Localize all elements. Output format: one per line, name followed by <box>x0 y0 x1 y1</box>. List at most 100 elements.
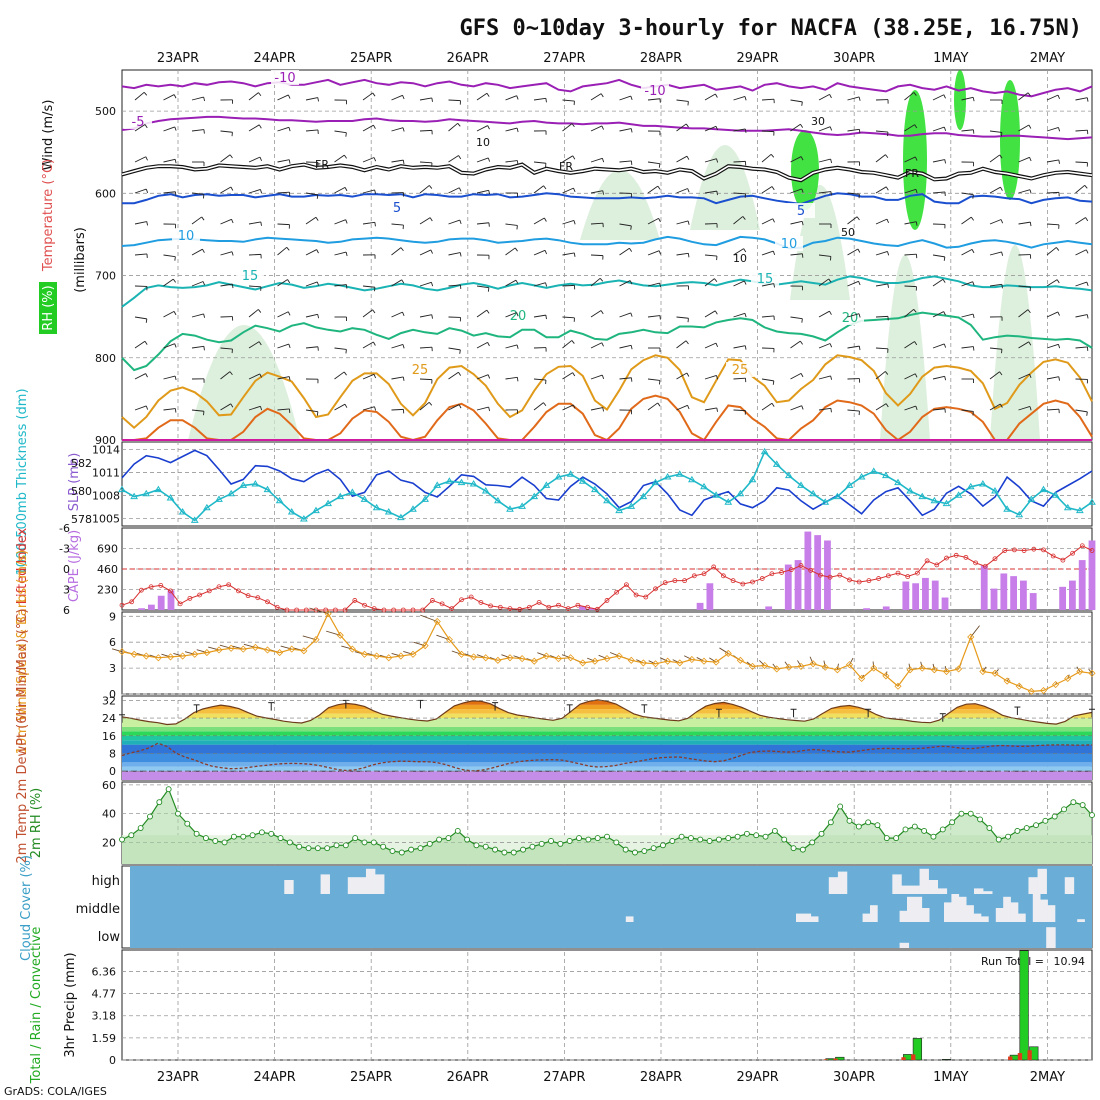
cloud-level-label: middle <box>76 902 120 917</box>
lifted-index-marker <box>274 604 280 610</box>
rh-marker <box>361 839 368 846</box>
wind-barb <box>904 405 916 411</box>
precip-rain-bar <box>1017 1053 1023 1060</box>
rh-marker <box>277 835 284 842</box>
bottom-date-label: 30APR <box>833 1070 875 1085</box>
wind-barb <box>676 155 688 163</box>
freezing-label: FR <box>315 158 329 171</box>
wind-barb-flag <box>287 311 291 316</box>
wind-barb <box>619 247 630 256</box>
cape-label: CAPE (J/kg) <box>67 530 82 602</box>
cloud-middle-cell <box>1077 919 1085 922</box>
rh-marker <box>202 835 209 842</box>
cape-bar <box>902 581 910 610</box>
wind-barb-flag <box>1027 92 1031 97</box>
wind-barb <box>220 218 232 225</box>
thickness-marker <box>845 481 854 488</box>
isotherm-25 <box>121 354 1093 430</box>
wind-barb <box>704 278 715 287</box>
lifted-index-marker <box>119 602 125 608</box>
wind-barb-flag <box>744 128 747 133</box>
wind-barb <box>163 158 176 163</box>
wind-barb <box>847 128 860 132</box>
lifted-index-marker <box>992 556 998 562</box>
temp-tick-label: 32 <box>102 694 116 707</box>
wind-barb <box>1018 341 1030 349</box>
lifted-index-marker <box>235 588 241 594</box>
rh-marker <box>576 835 582 842</box>
wind-barb-flag <box>257 309 262 313</box>
wind-barb <box>818 93 830 101</box>
rh-tick-label: 20 <box>102 836 116 849</box>
wind-barb-flag <box>657 402 661 407</box>
wind-barb <box>932 408 945 411</box>
wind-barb-flag <box>174 126 177 131</box>
wind-barb-flag <box>602 190 604 195</box>
thickness-marker <box>202 503 211 511</box>
wind-barb <box>448 122 458 132</box>
precip-tick-label: 0 <box>109 1054 116 1067</box>
wind10m-marker <box>676 659 684 667</box>
wind-barb <box>619 344 632 349</box>
wind10m-marker <box>154 654 162 662</box>
top-date-label: 29APR <box>736 51 778 66</box>
lifted-index-marker <box>614 589 620 595</box>
wind-barb <box>676 372 688 380</box>
wind10m-label: 10m Wind Speed & Barbs (m/s) <box>15 550 30 755</box>
thickness-marker <box>833 492 842 500</box>
wind-barb <box>875 347 889 350</box>
wind-barb-flag <box>571 340 575 344</box>
lifted-index-marker <box>313 607 319 613</box>
rh-legend-swatch <box>39 282 57 334</box>
wind-barb-flag <box>487 125 490 130</box>
rh-marker <box>986 825 993 831</box>
wind-barb <box>704 375 717 380</box>
wind-barb-flag <box>799 340 803 345</box>
wind-barb <box>362 92 373 101</box>
rh-marker <box>939 826 946 833</box>
wind-barb <box>761 402 773 411</box>
rh-high-blob <box>1000 80 1020 200</box>
wind-barb <box>562 187 574 194</box>
cape-bar <box>922 577 929 610</box>
wind-barb <box>448 371 459 380</box>
thickness-marker <box>663 473 672 480</box>
wind-barb <box>647 250 660 256</box>
bottom-date-label: 24APR <box>253 1070 295 1085</box>
wind10m-barb <box>208 646 220 651</box>
cloud-high-cell <box>892 874 902 894</box>
wind-barb <box>248 373 261 380</box>
top-date-label: 28APR <box>640 51 682 66</box>
wind10m-marker <box>312 636 320 644</box>
wind-barb-flag <box>771 403 775 407</box>
wind-barb <box>305 216 317 225</box>
wind-barb-flag <box>1000 186 1003 191</box>
isotherm-label: 5 <box>393 201 401 216</box>
wind-barb-flag <box>229 371 233 376</box>
rh-marker <box>566 838 573 844</box>
wind-barb <box>391 311 403 318</box>
wind-barb <box>1046 127 1059 132</box>
wind-barb-flag <box>685 123 689 128</box>
cloud-level-label: low <box>98 930 121 945</box>
wind-barb <box>989 403 1001 411</box>
thickness-marker <box>312 506 320 514</box>
lifted-index-line <box>121 545 1093 611</box>
wind10m-marker <box>748 662 757 670</box>
rh-marker <box>1014 827 1021 834</box>
wind-barb-flag <box>602 407 605 412</box>
thickness-marker <box>1075 506 1084 514</box>
wind-barb-flag <box>145 156 148 161</box>
wind-barb <box>533 185 544 194</box>
lifted-index-marker <box>177 601 183 607</box>
lifted-index-marker <box>759 576 765 581</box>
rh-marker <box>147 813 153 820</box>
wind-barb <box>1075 97 1088 101</box>
wind-barb-flag <box>400 247 404 252</box>
wind10m-marker <box>421 642 429 650</box>
thickness-marker <box>130 492 139 500</box>
wind-barb <box>1075 281 1087 287</box>
wind-barb <box>904 341 915 349</box>
temp-line <box>121 699 1093 726</box>
wind-barb <box>191 345 204 349</box>
